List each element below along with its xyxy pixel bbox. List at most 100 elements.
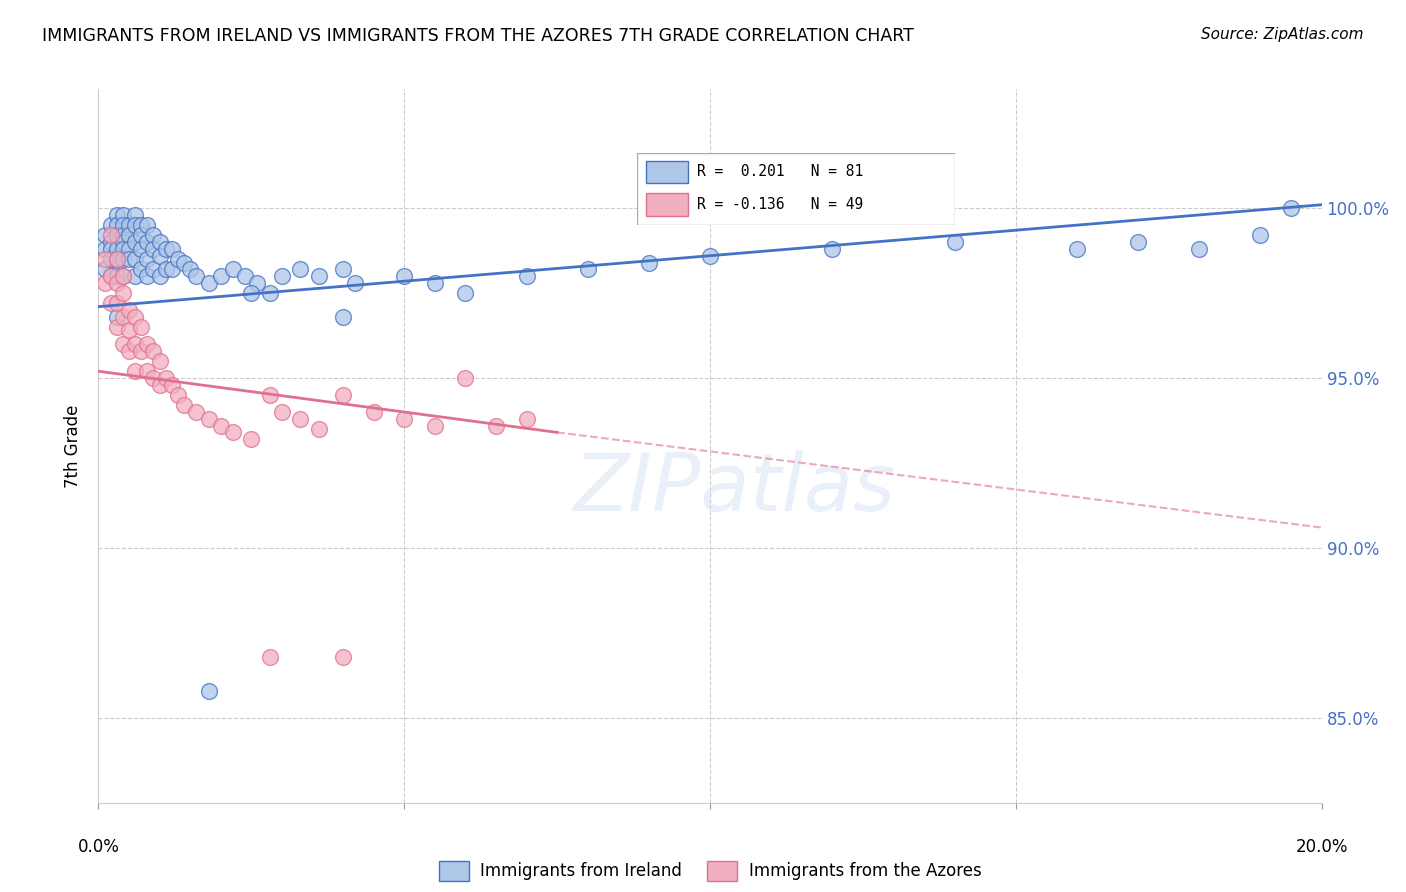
Point [173, 255, 195, 269]
Point [363, 405, 385, 419]
Point [100, 218, 122, 232]
Point [105, 310, 128, 324]
Point [93, 262, 115, 277]
Point [246, 276, 269, 290]
Point [118, 343, 141, 358]
Point [111, 337, 134, 351]
Point [136, 337, 159, 351]
Point [136, 364, 159, 378]
Point [270, 269, 292, 284]
Point [240, 286, 263, 301]
Text: R = -0.136   N = 49: R = -0.136 N = 49 [697, 197, 863, 212]
Point [124, 364, 146, 378]
Point [179, 262, 201, 277]
Point [454, 286, 477, 301]
Point [105, 242, 128, 256]
Point [392, 412, 416, 426]
Point [105, 320, 128, 334]
Legend: Immigrants from Ireland, Immigrants from the Azores: Immigrants from Ireland, Immigrants from… [432, 855, 988, 888]
Point [392, 269, 416, 284]
Point [105, 269, 128, 284]
Point [142, 371, 165, 385]
Point [111, 310, 134, 324]
Point [129, 218, 152, 232]
Point [105, 218, 128, 232]
Text: 0.0%: 0.0% [77, 838, 120, 856]
Text: Source: ZipAtlas.com: Source: ZipAtlas.com [1201, 27, 1364, 42]
Y-axis label: 7th Grade: 7th Grade [65, 404, 83, 488]
Point [100, 252, 122, 266]
Point [100, 228, 122, 243]
Point [1279, 201, 1302, 215]
Point [197, 683, 219, 698]
Point [197, 412, 219, 426]
Point [454, 371, 477, 385]
Point [118, 303, 141, 318]
Point [576, 262, 599, 277]
Point [136, 269, 159, 284]
Point [259, 649, 281, 664]
Point [149, 249, 172, 263]
Point [167, 252, 190, 266]
Point [93, 276, 115, 290]
Point [637, 255, 661, 269]
Point [129, 320, 152, 334]
Point [1066, 242, 1088, 256]
Point [136, 218, 159, 232]
Point [118, 252, 141, 266]
Point [105, 228, 128, 243]
Point [516, 412, 538, 426]
Point [100, 296, 122, 310]
Point [149, 377, 172, 392]
Point [332, 649, 354, 664]
FancyBboxPatch shape [637, 153, 955, 225]
Point [111, 208, 134, 222]
Point [160, 242, 183, 256]
Point [485, 418, 508, 433]
Point [699, 249, 721, 263]
Point [233, 269, 256, 284]
Point [149, 235, 172, 249]
Point [111, 269, 134, 284]
Point [290, 412, 312, 426]
Point [105, 252, 128, 266]
Point [105, 296, 128, 310]
Bar [647, 161, 688, 184]
Text: ZIPatlas: ZIPatlas [574, 450, 896, 528]
Point [259, 388, 281, 402]
Point [160, 262, 183, 277]
Point [142, 343, 165, 358]
Point [209, 269, 232, 284]
Point [222, 262, 245, 277]
Point [93, 252, 115, 266]
Point [118, 228, 141, 243]
Point [222, 425, 245, 440]
Point [111, 269, 134, 284]
Point [111, 235, 134, 249]
Point [124, 269, 146, 284]
Point [160, 377, 183, 392]
Point [1188, 242, 1211, 256]
Point [111, 218, 134, 232]
Point [118, 218, 141, 232]
Point [100, 269, 122, 284]
Point [332, 310, 354, 324]
Point [308, 269, 330, 284]
Point [100, 235, 122, 249]
Point [290, 262, 312, 277]
Point [821, 242, 844, 256]
Point [155, 371, 177, 385]
Point [186, 405, 208, 419]
Point [111, 286, 134, 301]
Point [124, 337, 146, 351]
Point [142, 242, 165, 256]
Point [155, 242, 177, 256]
Point [129, 262, 152, 277]
Point [344, 276, 367, 290]
Point [149, 354, 172, 368]
Point [516, 269, 538, 284]
Point [1128, 235, 1150, 249]
Point [270, 405, 292, 419]
Point [240, 432, 263, 446]
Point [124, 218, 146, 232]
